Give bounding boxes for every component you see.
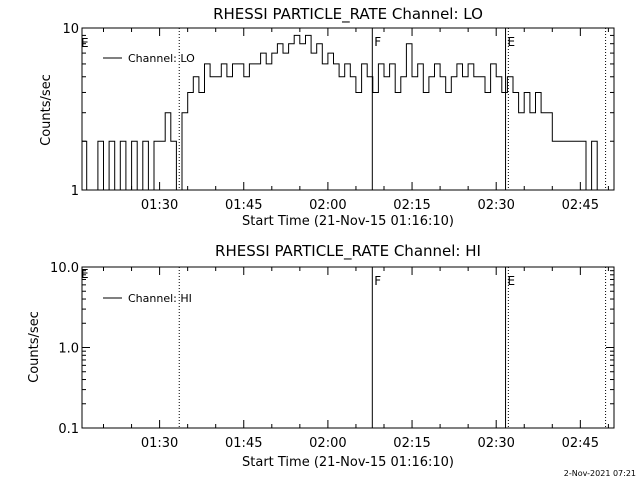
footer-timestamp: 2-Nov-2021 07:21 bbox=[564, 469, 636, 478]
x-tick-label-hi: 02:45 bbox=[562, 436, 599, 451]
marker-label-hi: F bbox=[374, 274, 381, 288]
legend-label-lo: Channel: LO bbox=[128, 52, 195, 65]
x-tick-label-hi: 02:30 bbox=[477, 436, 514, 451]
plot-frame-lo bbox=[81, 27, 615, 191]
corner-marker-label-hi: E bbox=[81, 267, 89, 281]
y-tick-label-lo: 10 bbox=[62, 22, 79, 37]
x-tick-label-hi: 02:15 bbox=[393, 436, 430, 451]
x-tick-label-hi: 01:45 bbox=[225, 436, 262, 451]
marker-label-lo: F bbox=[374, 35, 381, 49]
x-tick-label-lo: 02:30 bbox=[477, 198, 514, 213]
x-tick-label-hi: 01:30 bbox=[141, 436, 178, 451]
marker-label-hi: E bbox=[508, 274, 516, 288]
series-line-lo bbox=[82, 34, 614, 191]
legend-label-hi: Channel: HI bbox=[128, 292, 192, 305]
y-axis-label-lo: Counts/sec bbox=[39, 74, 54, 146]
y-axis-label-hi: Counts/sec bbox=[27, 311, 42, 383]
x-axis-label-lo: Start Time (21-Nov-15 01:16:10) bbox=[242, 214, 454, 229]
y-tick-label-hi: 10.0 bbox=[50, 261, 79, 276]
chart-title-lo: RHESSI PARTICLE_RATE Channel: LO bbox=[213, 5, 483, 24]
x-tick-label-lo: 01:45 bbox=[225, 198, 262, 213]
y-tick-label-hi: 1.0 bbox=[58, 342, 79, 357]
x-tick-label-lo: 02:00 bbox=[309, 198, 346, 213]
y-tick-label-hi: 0.1 bbox=[58, 422, 79, 437]
corner-marker-label-lo: E bbox=[81, 36, 89, 50]
marker-label-lo: E bbox=[508, 35, 516, 49]
x-axis-label-hi: Start Time (21-Nov-15 01:16:10) bbox=[242, 455, 454, 470]
x-tick-label-lo: 01:30 bbox=[141, 198, 178, 213]
y-tick-label-lo: 1 bbox=[71, 184, 79, 199]
x-tick-label-lo: 02:15 bbox=[393, 198, 430, 213]
x-tick-label-hi: 02:00 bbox=[309, 436, 346, 451]
chart-title-hi: RHESSI PARTICLE_RATE Channel: HI bbox=[215, 242, 481, 261]
x-tick-label-lo: 02:45 bbox=[562, 198, 599, 213]
